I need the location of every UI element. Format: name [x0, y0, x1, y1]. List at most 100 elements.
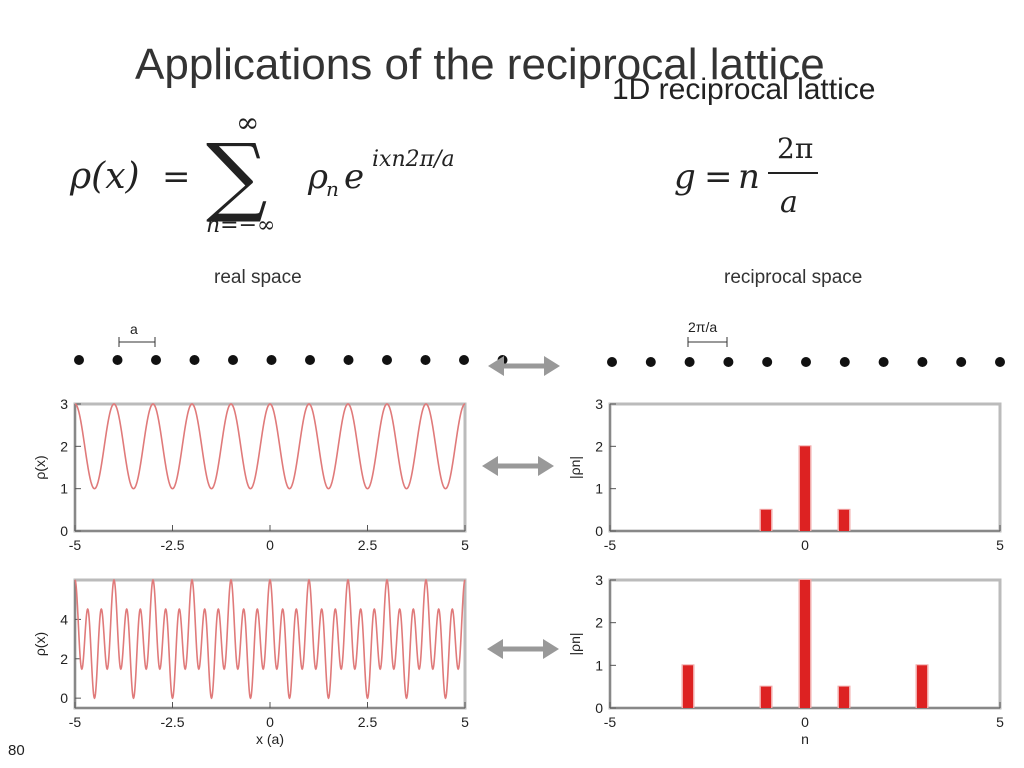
reciprocal-lattice-point	[723, 357, 734, 367]
reciprocal-lattice-point	[995, 357, 1005, 367]
fourier-bar	[917, 665, 927, 708]
double-arrow-chart-top	[482, 456, 554, 476]
sum-sign: ∑	[206, 126, 267, 226]
x-tick-label: 0	[801, 537, 809, 553]
reciprocal-lattice-point	[762, 357, 773, 367]
page-number: 80	[8, 742, 25, 759]
x-tick-label: -2.5	[160, 537, 184, 553]
real-lattice-point	[228, 355, 238, 365]
fourier-bar	[839, 509, 849, 531]
x-tick-label: 0	[266, 537, 274, 553]
reciprocal-lattice-point	[645, 357, 656, 367]
reciprocal-lattice-point	[956, 357, 967, 367]
real-lattice-point	[189, 355, 200, 365]
x-tick-label: -5	[69, 714, 82, 730]
reciprocal-lattice-point	[801, 357, 811, 367]
x-tick-label: -5	[604, 537, 617, 553]
y-tick-label: 0	[60, 690, 68, 706]
real-lattice-point	[151, 355, 161, 365]
real-lattice-point	[382, 355, 392, 365]
equations: ρ(x) = ∞ ∑ n=−∞ ρ n e ixn2π/a g = n 2π a	[69, 106, 818, 238]
density-curve	[74, 403, 466, 490]
reciprocal-lattice-point	[878, 357, 889, 367]
real-lattice-point	[459, 355, 469, 365]
real-lattice-point	[112, 355, 123, 365]
real-spacing-marker: a	[118, 321, 156, 347]
x-tick-label: 5	[996, 537, 1004, 553]
x-tick-label: 5	[996, 714, 1004, 730]
slide-title: Applications of the reciprocal lattice	[135, 40, 825, 89]
rho-subscript: n	[326, 177, 339, 201]
y-tick-label: 2	[60, 651, 68, 667]
y-tick-label: 0	[595, 700, 603, 716]
y-tick-label: 1	[60, 481, 68, 497]
n-symbol: n	[738, 157, 760, 197]
reciprocal-spacing-marker: 2π/a	[687, 319, 728, 347]
equals-sign-2: =	[704, 157, 733, 197]
y-tick-label: 3	[595, 396, 603, 412]
reciprocal-lattice-point	[607, 357, 617, 367]
y-tick-label: 2	[60, 438, 68, 454]
reciprocal-lattice-point	[917, 357, 928, 367]
x-tick-label: 2.5	[358, 714, 378, 730]
y-axis-label: ρ(x)	[32, 632, 48, 656]
y-tick-label: 0	[595, 523, 603, 539]
y-tick-label: 3	[595, 572, 603, 588]
density-curve	[74, 578, 466, 700]
sum-lower-limit: n=−∞	[206, 213, 275, 238]
double-arrow-chart-bottom	[487, 639, 559, 659]
x-axis-label: n	[801, 731, 809, 747]
real-lattice-point	[420, 355, 431, 365]
double-arrow-lattice	[488, 356, 560, 376]
x-tick-label: 0	[801, 714, 809, 730]
y-axis-label: ρ(x)	[32, 455, 48, 479]
equals-sign-1: =	[162, 157, 191, 197]
y-axis-label: |ρn|	[567, 456, 583, 479]
y-tick-label: 3	[60, 396, 68, 412]
fourier-bar	[683, 665, 693, 708]
rho-x-label: ρ(x)	[69, 156, 140, 197]
reciprocal-space-label: reciprocal space	[724, 267, 863, 288]
x-tick-label: 2.5	[358, 537, 378, 553]
y-tick-label: 1	[595, 657, 603, 673]
chart-density-multi: 0 2 4 -5 -2.5 0 2.5 5 ρ(x) x (a)	[32, 578, 469, 747]
real-lattice-point	[74, 355, 84, 365]
real-space-label: real space	[214, 267, 302, 288]
fourier-bar	[761, 686, 771, 708]
real-lattice-point	[343, 355, 354, 365]
reciprocal-spacing-label: 2π/a	[688, 319, 717, 335]
g-label: g	[674, 157, 696, 197]
fraction-denominator: a	[780, 185, 798, 220]
rho-coefficient: ρ	[307, 157, 328, 197]
real-lattice-points	[74, 355, 508, 365]
fourier-bar	[800, 446, 810, 531]
reciprocal-lattice-points	[607, 357, 1005, 367]
fourier-bar	[761, 509, 771, 531]
y-axis-label: |ρn|	[567, 632, 583, 655]
y-tick-label: 4	[60, 611, 68, 627]
x-tick-label: 5	[461, 714, 469, 730]
y-tick-label: 2	[595, 438, 603, 454]
real-spacing-label: a	[130, 321, 138, 337]
x-tick-label: 0	[266, 714, 274, 730]
x-axis-label: x (a)	[256, 731, 284, 747]
sum-upper-limit: ∞	[236, 106, 259, 139]
exp-exponent: ixn2π/a	[372, 147, 455, 172]
x-tick-label: -5	[604, 714, 617, 730]
exp-base: e	[344, 157, 364, 197]
fourier-bar	[839, 686, 849, 708]
x-tick-label: -5	[69, 537, 82, 553]
plot-frame	[73, 402, 467, 533]
y-tick-label: 2	[595, 615, 603, 631]
y-tick-label: 0	[60, 523, 68, 539]
real-lattice-point	[305, 355, 315, 365]
fourier-bar	[800, 580, 810, 708]
fraction-numerator: 2π	[777, 132, 813, 165]
reciprocal-lattice-point	[839, 357, 850, 367]
plot-frame	[73, 578, 467, 710]
x-tick-label: 5	[461, 537, 469, 553]
y-tick-label: 1	[595, 481, 603, 497]
